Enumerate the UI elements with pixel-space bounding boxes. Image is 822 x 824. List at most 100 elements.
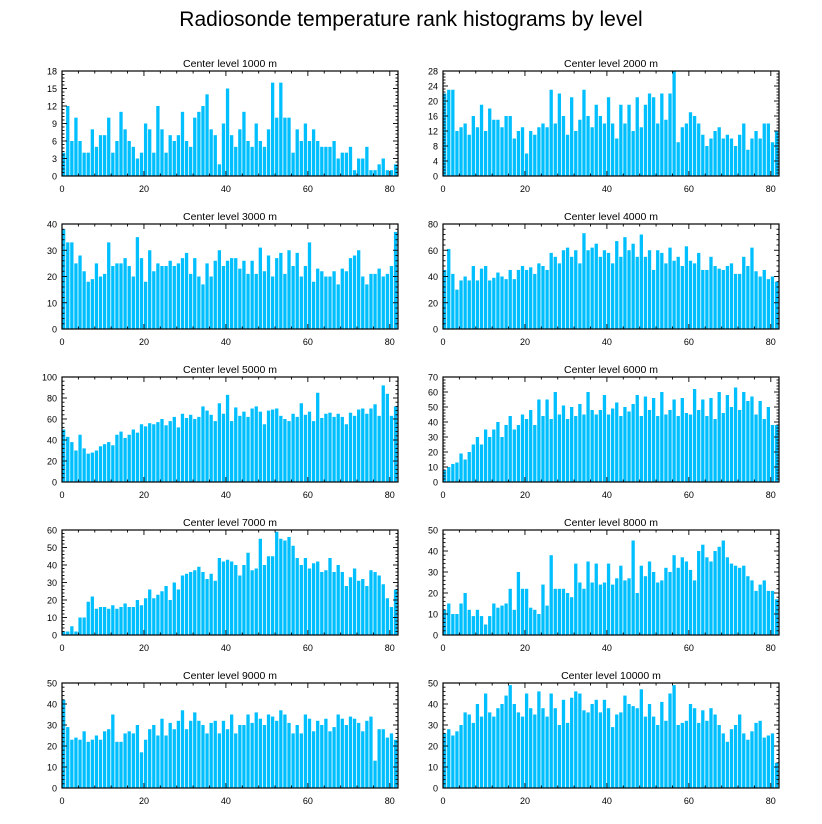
bar: [561, 405, 566, 482]
bar: [205, 263, 209, 330]
bar: [660, 252, 664, 330]
y-tick-label: 20: [428, 97, 438, 107]
bar: [725, 266, 730, 329]
bar: [201, 406, 205, 482]
bar: [545, 127, 549, 176]
bar: [246, 552, 250, 635]
bar: [651, 269, 656, 329]
bar: [172, 729, 176, 788]
bar: [352, 568, 357, 635]
bar: [316, 392, 320, 482]
bar: [258, 141, 262, 176]
bar: [680, 722, 684, 788]
bar: [496, 607, 500, 635]
bar: [770, 142, 775, 176]
bar: [152, 424, 156, 482]
bar: [197, 416, 201, 482]
bar: [152, 725, 156, 788]
bar: [594, 699, 598, 788]
bar: [393, 231, 398, 330]
bar: [557, 725, 562, 788]
bar: [524, 419, 529, 482]
bar: [180, 710, 185, 788]
bar: [697, 123, 701, 176]
bar: [160, 129, 164, 176]
bar: [78, 617, 82, 635]
bar: [205, 733, 209, 788]
bar: [340, 572, 344, 635]
bar: [651, 97, 656, 176]
bar: [590, 410, 594, 482]
bar: [295, 129, 299, 176]
bar: [447, 729, 451, 788]
bar: [275, 531, 279, 635]
bar: [94, 608, 99, 635]
bar: [770, 590, 775, 635]
bar: [762, 580, 766, 635]
bar: [340, 718, 344, 788]
x-tick-label: 80: [766, 337, 776, 347]
bar: [729, 729, 734, 788]
bar: [545, 716, 549, 788]
bar: [742, 565, 746, 635]
bar: [738, 567, 742, 635]
bar: [627, 250, 631, 329]
panel-title: Center level 10000 m: [561, 670, 661, 682]
x-tick-label: 20: [520, 337, 530, 347]
bar: [238, 725, 242, 788]
bar: [291, 266, 295, 329]
bar: [156, 106, 160, 176]
panel-2: Center level 2000 m 0 4 8 12 16 20 24 28 0 20 40 60 8…: [428, 58, 780, 194]
y-tick-label: 0: [52, 325, 57, 335]
bar: [762, 269, 766, 329]
bar: [332, 572, 336, 635]
bar: [111, 605, 115, 635]
bar: [156, 422, 160, 482]
bar: [152, 271, 156, 329]
x-tick-label: 0: [440, 337, 445, 347]
bar: [127, 607, 131, 635]
bar: [184, 573, 189, 635]
y-tick-label: 40: [47, 220, 57, 230]
bar: [754, 414, 758, 482]
bar: [774, 599, 779, 635]
bar: [393, 589, 398, 635]
bar: [713, 551, 717, 635]
bar: [336, 284, 340, 330]
bar: [373, 273, 377, 330]
bar: [496, 422, 500, 482]
bar: [152, 598, 156, 635]
y-tick-label: 10: [47, 763, 57, 773]
y-tick-label: 30: [428, 433, 438, 443]
y-tick-label: 40: [428, 418, 438, 428]
bar: [643, 576, 648, 635]
bar: [254, 406, 258, 482]
bar: [623, 580, 627, 635]
x-tick-label: 60: [303, 796, 313, 806]
bar: [578, 119, 582, 176]
bar: [697, 551, 701, 635]
bar: [86, 281, 90, 329]
bar: [475, 437, 480, 482]
y-tick-label: 0: [433, 631, 438, 641]
bar: [582, 414, 586, 482]
y-tick-label: 100: [42, 373, 57, 383]
bar: [316, 561, 320, 635]
bar: [598, 116, 603, 176]
bar: [201, 725, 205, 788]
bar: [107, 442, 111, 482]
bar: [451, 614, 455, 635]
bar: [582, 588, 586, 635]
bar: [508, 416, 512, 482]
bar: [344, 586, 349, 635]
bar: [639, 689, 643, 788]
bar: [90, 596, 94, 635]
bar: [697, 252, 701, 330]
bar: [750, 580, 754, 635]
bar: [774, 281, 779, 329]
bar: [733, 387, 738, 482]
bar: [250, 722, 254, 788]
x-tick-label: 0: [440, 490, 445, 500]
bar: [688, 112, 693, 176]
bar: [647, 93, 652, 176]
